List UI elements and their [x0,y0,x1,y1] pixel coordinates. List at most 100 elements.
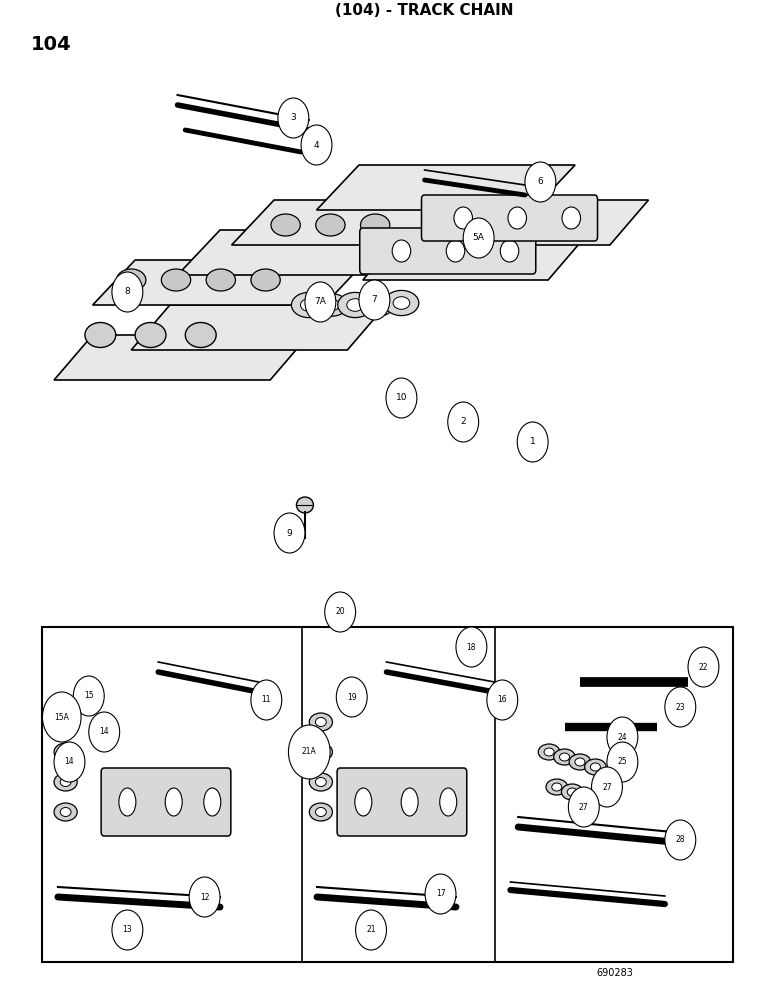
Ellipse shape [316,718,327,726]
Text: 10: 10 [396,393,407,402]
Ellipse shape [371,299,386,311]
Ellipse shape [584,759,606,775]
Text: 20: 20 [335,607,345,616]
FancyBboxPatch shape [101,768,231,836]
Ellipse shape [119,788,136,816]
Ellipse shape [384,290,418,316]
Text: 104: 104 [31,35,72,54]
Ellipse shape [575,758,585,766]
Circle shape [301,125,332,165]
Text: 7A: 7A [314,298,327,306]
Circle shape [487,680,518,720]
Circle shape [607,717,638,757]
Text: 4: 4 [313,140,320,149]
Ellipse shape [310,773,333,791]
Circle shape [665,687,696,727]
Ellipse shape [355,788,372,816]
Ellipse shape [561,784,583,800]
Circle shape [337,677,367,717]
Text: 15A: 15A [54,712,69,722]
Ellipse shape [85,322,116,348]
Ellipse shape [310,743,333,761]
Ellipse shape [60,748,71,756]
Ellipse shape [271,214,300,236]
Ellipse shape [546,779,567,795]
Circle shape [425,874,456,914]
Ellipse shape [316,808,327,816]
Circle shape [325,592,356,632]
Text: 18: 18 [466,643,476,652]
Circle shape [189,877,220,917]
Ellipse shape [54,713,77,731]
Ellipse shape [544,748,554,756]
Ellipse shape [440,788,457,816]
Circle shape [688,647,719,687]
Text: 19: 19 [347,692,357,702]
Circle shape [89,712,120,752]
Text: 6: 6 [537,178,543,186]
Ellipse shape [135,322,166,348]
Circle shape [305,282,336,322]
Ellipse shape [347,299,364,311]
Ellipse shape [310,713,333,731]
Ellipse shape [552,783,562,791]
Circle shape [356,910,387,950]
Text: 22: 22 [699,663,708,672]
Circle shape [591,767,622,807]
Polygon shape [54,335,309,380]
Ellipse shape [538,744,560,760]
Ellipse shape [361,214,390,236]
Ellipse shape [363,294,394,316]
Text: 8: 8 [124,288,130,296]
Circle shape [289,725,330,779]
Text: 28: 28 [676,836,685,844]
Text: 14: 14 [100,728,109,736]
Polygon shape [363,235,587,280]
Circle shape [456,627,487,667]
Text: (104) - TRACK CHAIN: (104) - TRACK CHAIN [335,3,514,18]
Ellipse shape [54,773,77,791]
Circle shape [665,820,696,860]
Circle shape [463,218,494,258]
Ellipse shape [508,207,527,229]
Ellipse shape [560,753,570,761]
Circle shape [525,162,556,202]
Polygon shape [93,260,367,305]
Circle shape [517,422,548,462]
Text: 690283: 690283 [596,968,633,978]
Text: 27: 27 [579,802,588,812]
Ellipse shape [324,299,340,311]
Ellipse shape [401,788,418,816]
Ellipse shape [446,240,465,262]
Circle shape [42,692,81,742]
Ellipse shape [393,297,410,309]
Text: 7: 7 [371,296,378,304]
Text: 14: 14 [65,758,74,766]
Ellipse shape [206,269,235,291]
Ellipse shape [204,788,221,816]
Text: 21: 21 [366,926,376,934]
Ellipse shape [500,240,519,262]
Circle shape [274,513,305,553]
Circle shape [54,742,85,782]
Ellipse shape [117,269,146,291]
Ellipse shape [554,749,575,765]
Ellipse shape [54,743,77,761]
Circle shape [568,787,599,827]
Circle shape [386,378,417,418]
Ellipse shape [60,778,71,786]
Text: 11: 11 [262,696,271,704]
Text: 23: 23 [676,702,685,712]
FancyBboxPatch shape [422,195,598,241]
Text: 27: 27 [602,782,611,792]
Polygon shape [178,230,452,275]
Text: 9: 9 [286,528,293,538]
Ellipse shape [296,497,313,513]
FancyBboxPatch shape [360,228,536,274]
Ellipse shape [562,207,581,229]
Ellipse shape [567,788,577,796]
Polygon shape [232,200,490,245]
Text: 17: 17 [435,890,445,898]
Ellipse shape [291,292,326,318]
Text: 13: 13 [123,926,132,934]
